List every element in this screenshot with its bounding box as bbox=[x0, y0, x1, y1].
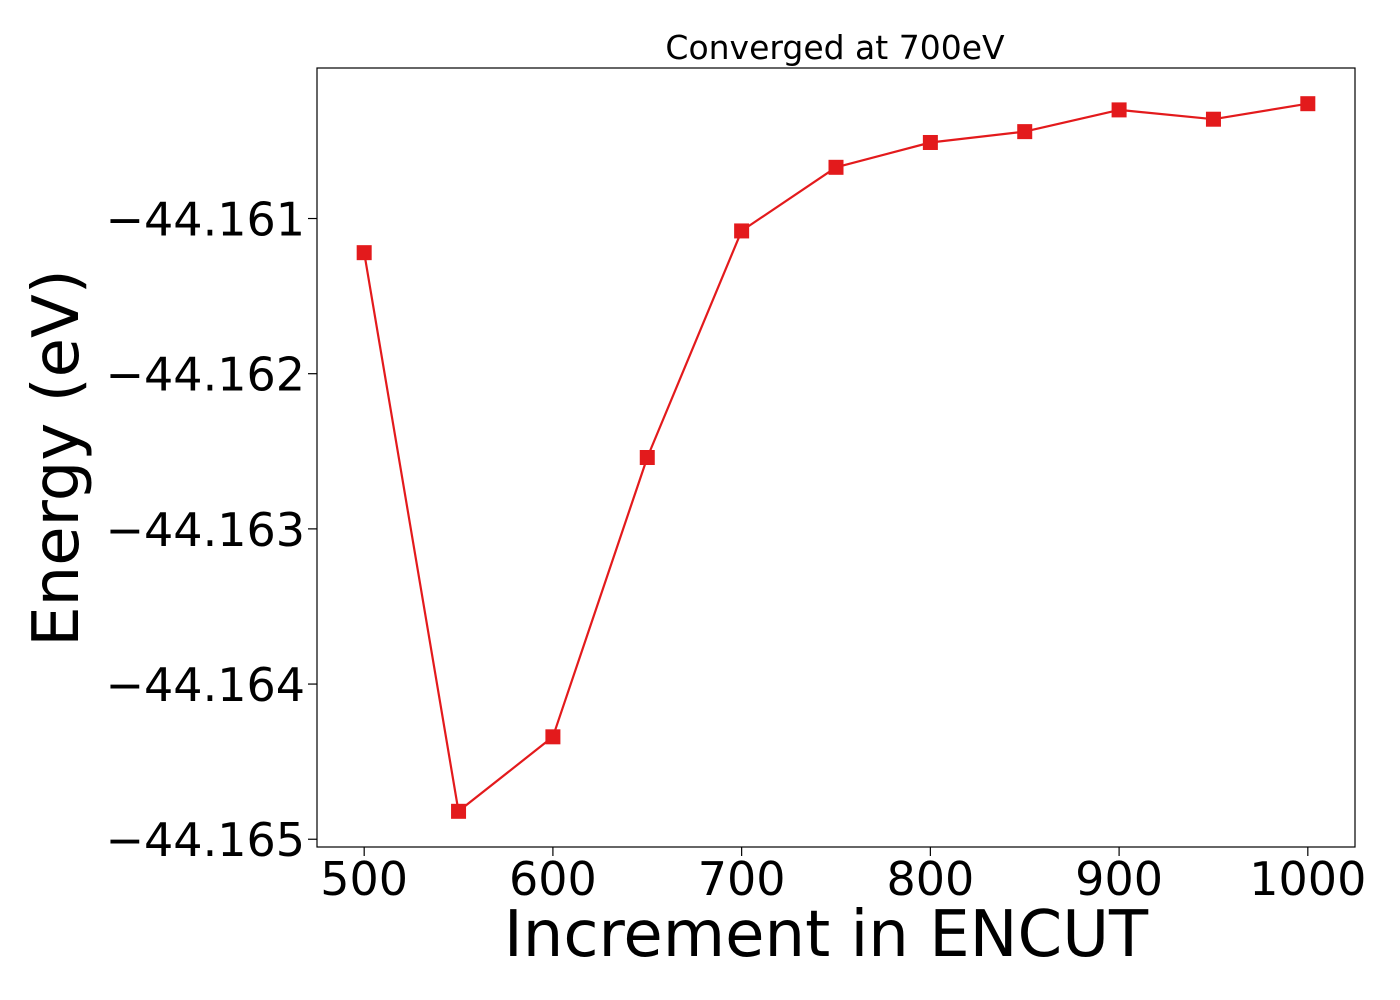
x-tick-label: 800 bbox=[886, 852, 974, 906]
y-tick-label: −44.164 bbox=[106, 658, 306, 712]
x-tick-label: 700 bbox=[698, 852, 786, 906]
plot-layer: 500 600 700 800 900 1000 −44.165 −44.164 −44.163… bbox=[106, 96, 1366, 906]
data-point-marker bbox=[1205, 111, 1221, 127]
data-point-marker bbox=[734, 223, 750, 239]
data-point-marker bbox=[356, 245, 372, 261]
x-tick-label: 600 bbox=[509, 852, 597, 906]
chart-title: Converged at 700eV bbox=[665, 28, 1005, 67]
data-point-marker bbox=[1300, 96, 1316, 112]
x-tick-label: 900 bbox=[1075, 852, 1163, 906]
data-point-marker bbox=[1111, 102, 1127, 118]
plot-area-frame bbox=[316, 67, 1356, 848]
data-point-marker bbox=[1017, 124, 1033, 140]
data-point-marker bbox=[828, 159, 844, 175]
y-tick-label: −44.162 bbox=[106, 348, 306, 402]
x-axis-label: Increment in ENCUT bbox=[504, 898, 1149, 972]
y-tick-label: −44.165 bbox=[106, 813, 306, 867]
data-point-marker bbox=[545, 729, 561, 745]
x-tick-label: 500 bbox=[320, 852, 408, 906]
data-point-marker bbox=[639, 450, 655, 465]
data-point-marker bbox=[922, 134, 938, 150]
y-tick-label: −44.163 bbox=[106, 503, 306, 557]
x-tick-label: 1000 bbox=[1249, 852, 1366, 906]
y-tick-label: −44.161 bbox=[106, 193, 306, 247]
y-axis-label: Energy (eV) bbox=[20, 269, 94, 647]
data-point-marker bbox=[451, 803, 467, 819]
